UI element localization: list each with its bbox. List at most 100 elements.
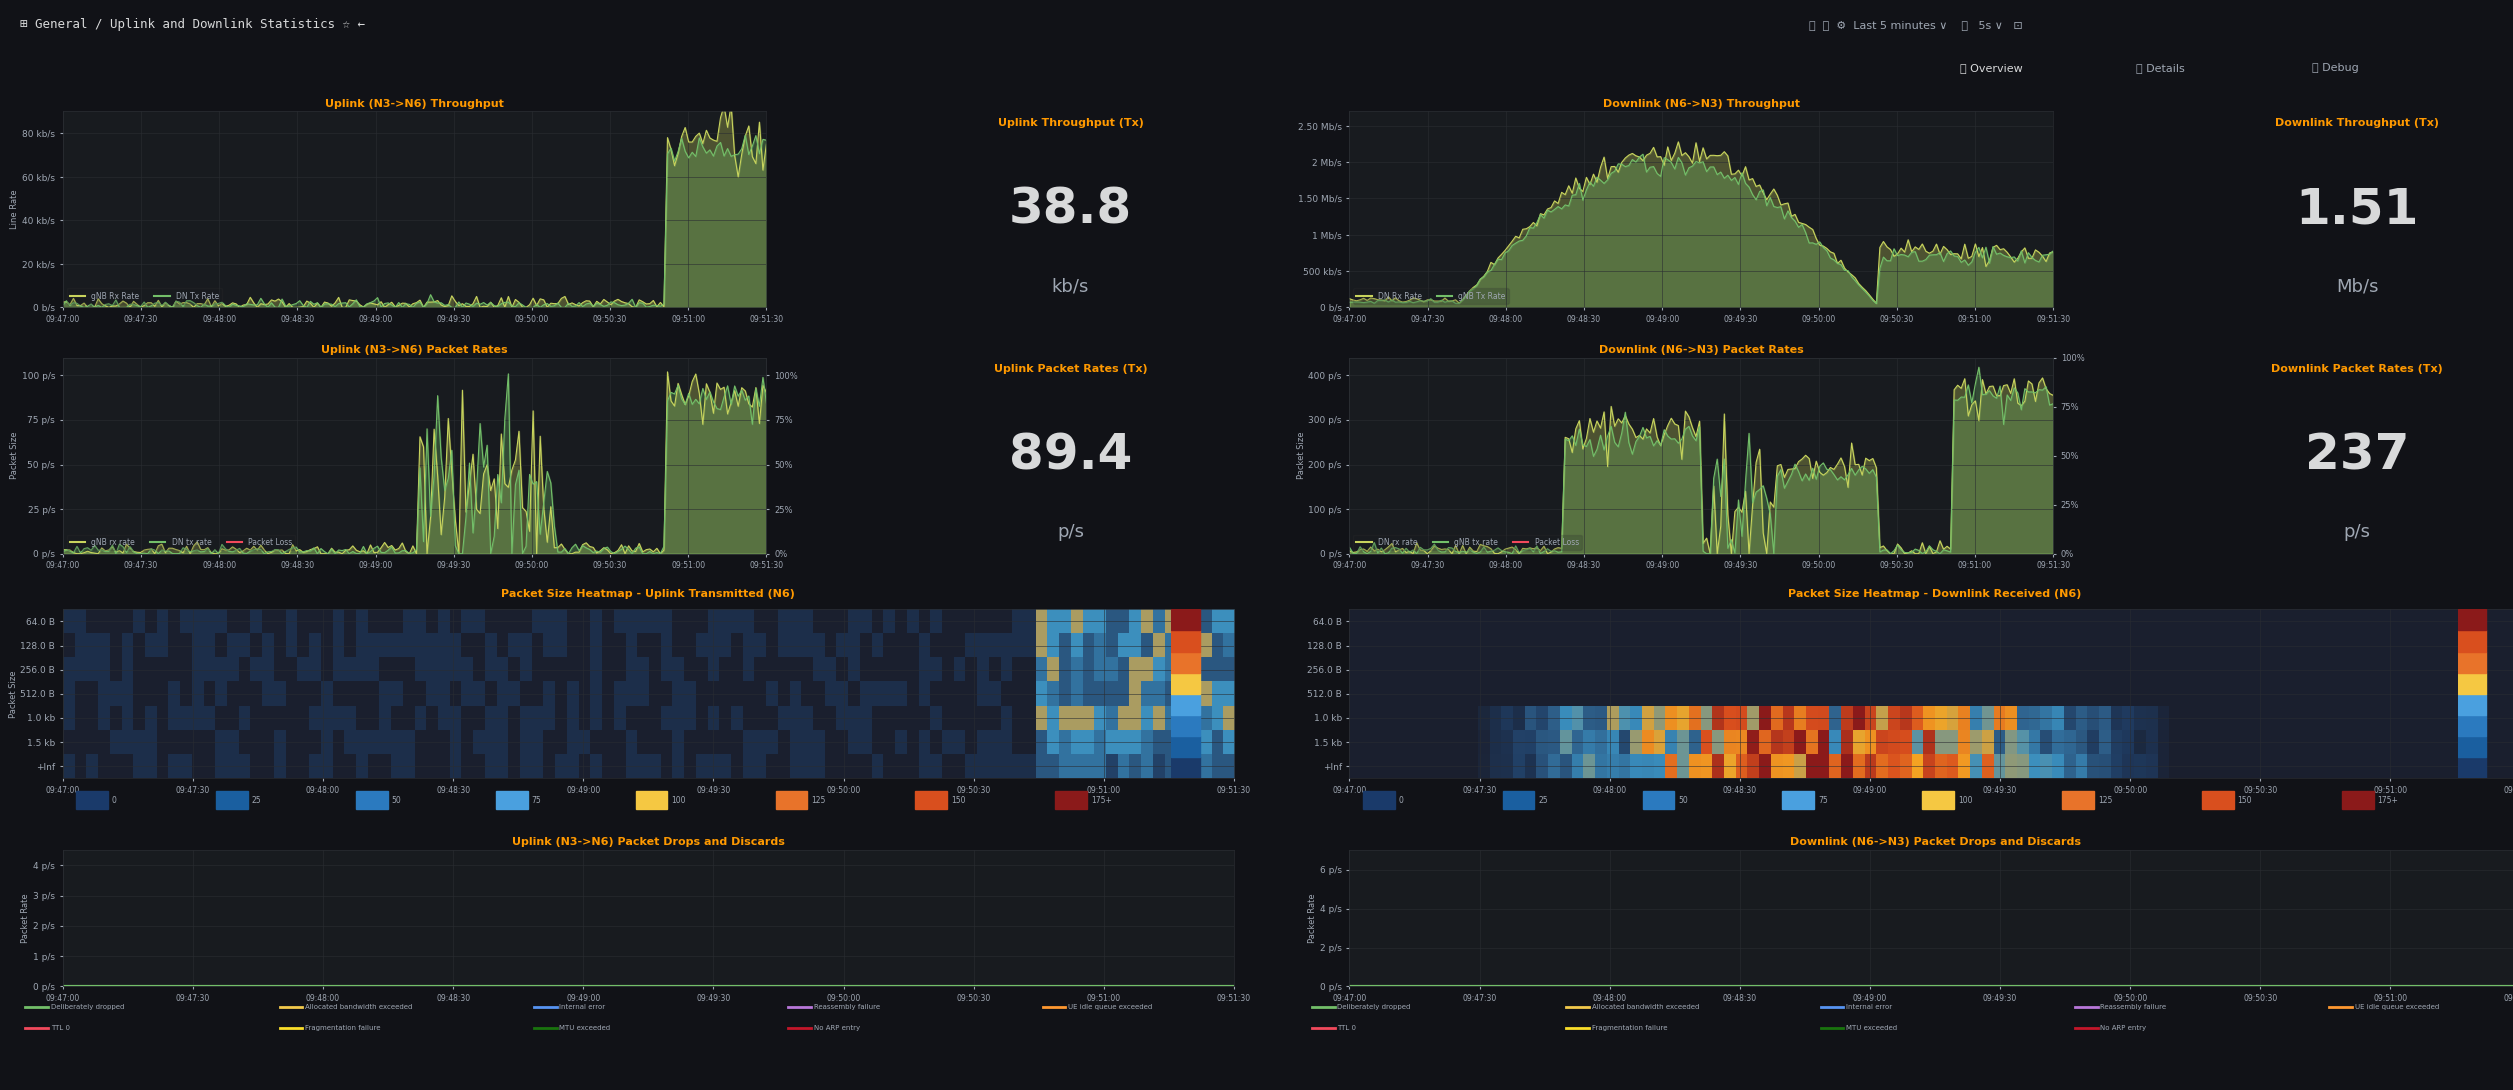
Bar bbox=[2458, 693, 2485, 715]
Text: Mb/s: Mb/s bbox=[2337, 277, 2377, 295]
Legend: DN rx rate, gNB tx rate, Packet Loss: DN rx rate, gNB tx rate, Packet Loss bbox=[1355, 535, 1581, 549]
Text: 175+: 175+ bbox=[2377, 796, 2397, 804]
Bar bbox=[2201, 791, 2234, 809]
Text: UE idle queue exceeded: UE idle queue exceeded bbox=[2355, 1004, 2440, 1010]
Bar bbox=[357, 791, 387, 809]
Title: Downlink (N6->N3) Throughput: Downlink (N6->N3) Throughput bbox=[1603, 99, 1799, 109]
Y-axis label: Packet Size: Packet Size bbox=[10, 432, 20, 480]
Y-axis label: Packet Rate: Packet Rate bbox=[23, 894, 30, 943]
Text: kb/s: kb/s bbox=[1053, 277, 1088, 295]
Text: Uplink (N3->N6) Packet Drops and Discards: Uplink (N3->N6) Packet Drops and Discard… bbox=[513, 837, 784, 847]
Text: 25: 25 bbox=[251, 796, 261, 804]
Legend: gNB rx rate, DN tx rate, Packet Loss: gNB rx rate, DN tx rate, Packet Loss bbox=[68, 535, 294, 549]
Text: Packet Size Heatmap - Downlink Received (N6): Packet Size Heatmap - Downlink Received … bbox=[1789, 589, 2081, 600]
Text: 175+: 175+ bbox=[1091, 796, 1111, 804]
Bar bbox=[495, 791, 528, 809]
Text: No ARP entry: No ARP entry bbox=[814, 1025, 859, 1031]
Legend: gNB Rx Rate, DN Tx Rate: gNB Rx Rate, DN Tx Rate bbox=[68, 289, 221, 303]
Bar bbox=[1171, 630, 1199, 652]
Text: 237: 237 bbox=[2304, 432, 2410, 480]
Text: Uplink Throughput (Tx): Uplink Throughput (Tx) bbox=[998, 118, 1143, 129]
Text: 150: 150 bbox=[950, 796, 965, 804]
Text: Packet Size Heatmap - Uplink Transmitted (N6): Packet Size Heatmap - Uplink Transmitted… bbox=[503, 589, 794, 600]
Text: Downlink Packet Rates (Tx): Downlink Packet Rates (Tx) bbox=[2272, 364, 2443, 375]
Bar bbox=[2458, 736, 2485, 758]
Text: Deliberately dropped: Deliberately dropped bbox=[1337, 1004, 1410, 1010]
Bar bbox=[1644, 791, 1674, 809]
Bar bbox=[1171, 652, 1199, 673]
Text: Internal error: Internal error bbox=[560, 1004, 606, 1010]
Text: 50: 50 bbox=[392, 796, 402, 804]
Text: 0: 0 bbox=[1397, 796, 1402, 804]
Bar bbox=[2458, 673, 2485, 693]
Y-axis label: Packet Size: Packet Size bbox=[8, 670, 18, 717]
Y-axis label: Line Rate: Line Rate bbox=[10, 190, 20, 229]
Text: Reassembly failure: Reassembly failure bbox=[814, 1004, 880, 1010]
Text: 25: 25 bbox=[1538, 796, 1548, 804]
Bar bbox=[2458, 609, 2485, 630]
Text: MTU exceeded: MTU exceeded bbox=[1847, 1025, 1897, 1031]
Bar bbox=[1171, 693, 1199, 715]
Text: Downlink Throughput (Tx): Downlink Throughput (Tx) bbox=[2274, 118, 2440, 129]
Text: Fragmentation failure: Fragmentation failure bbox=[304, 1025, 379, 1031]
Bar bbox=[1055, 791, 1088, 809]
Bar bbox=[1922, 791, 1955, 809]
Text: p/s: p/s bbox=[2345, 523, 2370, 542]
Bar bbox=[777, 791, 807, 809]
Text: 100: 100 bbox=[1958, 796, 1973, 804]
Text: 1.51: 1.51 bbox=[2294, 185, 2420, 233]
Legend: DN Rx Rate, gNB Tx Rate: DN Rx Rate, gNB Tx Rate bbox=[1355, 289, 1508, 303]
Text: TTL 0: TTL 0 bbox=[50, 1025, 70, 1031]
Bar bbox=[2458, 652, 2485, 673]
Bar bbox=[915, 791, 947, 809]
Text: UE idle queue exceeded: UE idle queue exceeded bbox=[1068, 1004, 1153, 1010]
Bar bbox=[2458, 630, 2485, 652]
Title: Uplink (N3->N6) Throughput: Uplink (N3->N6) Throughput bbox=[324, 99, 505, 109]
Bar bbox=[2063, 791, 2093, 809]
Bar bbox=[2458, 715, 2485, 736]
Text: ⊞ General / Uplink and Downlink Statistics ☆ ←: ⊞ General / Uplink and Downlink Statisti… bbox=[20, 19, 364, 31]
Text: Allocated bandwidth exceeded: Allocated bandwidth exceeded bbox=[304, 1004, 412, 1010]
Text: Reassembly failure: Reassembly failure bbox=[2101, 1004, 2166, 1010]
Text: 125: 125 bbox=[2098, 796, 2111, 804]
Text: Downlink (N6->N3) Packet Drops and Discards: Downlink (N6->N3) Packet Drops and Disca… bbox=[1789, 837, 2081, 847]
Text: 📋 Details: 📋 Details bbox=[2136, 62, 2184, 73]
Text: 75: 75 bbox=[1817, 796, 1827, 804]
Text: Fragmentation failure: Fragmentation failure bbox=[1591, 1025, 1666, 1031]
Bar bbox=[1171, 609, 1199, 630]
Title: Downlink (N6->N3) Packet Rates: Downlink (N6->N3) Packet Rates bbox=[1598, 346, 1804, 355]
Bar bbox=[216, 791, 249, 809]
Text: 75: 75 bbox=[530, 796, 540, 804]
Text: No ARP entry: No ARP entry bbox=[2101, 1025, 2146, 1031]
Bar bbox=[2458, 758, 2485, 778]
Bar bbox=[1171, 715, 1199, 736]
Text: 🔥  🎬  ⚙  Last 5 minutes ∨    🔍   5s ∨   ⊡: 🔥 🎬 ⚙ Last 5 minutes ∨ 🔍 5s ∨ ⊡ bbox=[1809, 20, 2023, 29]
Text: 📊 Overview: 📊 Overview bbox=[1960, 62, 2023, 73]
Bar bbox=[1171, 736, 1199, 758]
Text: p/s: p/s bbox=[1058, 523, 1083, 542]
Bar bbox=[1503, 791, 1535, 809]
Text: 38.8: 38.8 bbox=[1008, 185, 1133, 233]
Bar bbox=[75, 791, 108, 809]
Text: Allocated bandwidth exceeded: Allocated bandwidth exceeded bbox=[1591, 1004, 1699, 1010]
Text: 150: 150 bbox=[2237, 796, 2252, 804]
Text: Uplink Packet Rates (Tx): Uplink Packet Rates (Tx) bbox=[993, 364, 1148, 375]
Text: 50: 50 bbox=[1679, 796, 1689, 804]
Text: Internal error: Internal error bbox=[1847, 1004, 1892, 1010]
Y-axis label: Packet Rate: Packet Rate bbox=[1309, 894, 1317, 943]
Bar bbox=[1171, 758, 1199, 778]
Bar bbox=[1782, 791, 1814, 809]
Text: 0: 0 bbox=[111, 796, 116, 804]
Bar bbox=[1171, 673, 1199, 693]
Bar bbox=[636, 791, 668, 809]
Text: 100: 100 bbox=[671, 796, 686, 804]
Text: 🐛 Debug: 🐛 Debug bbox=[2312, 62, 2360, 73]
Text: 125: 125 bbox=[812, 796, 824, 804]
Title: Uplink (N3->N6) Packet Rates: Uplink (N3->N6) Packet Rates bbox=[322, 346, 508, 355]
Y-axis label: Packet Size: Packet Size bbox=[1297, 432, 1307, 480]
Text: MTU exceeded: MTU exceeded bbox=[560, 1025, 611, 1031]
Text: TTL 0: TTL 0 bbox=[1337, 1025, 1357, 1031]
Bar bbox=[1362, 791, 1395, 809]
Text: Deliberately dropped: Deliberately dropped bbox=[50, 1004, 123, 1010]
Bar bbox=[2342, 791, 2375, 809]
